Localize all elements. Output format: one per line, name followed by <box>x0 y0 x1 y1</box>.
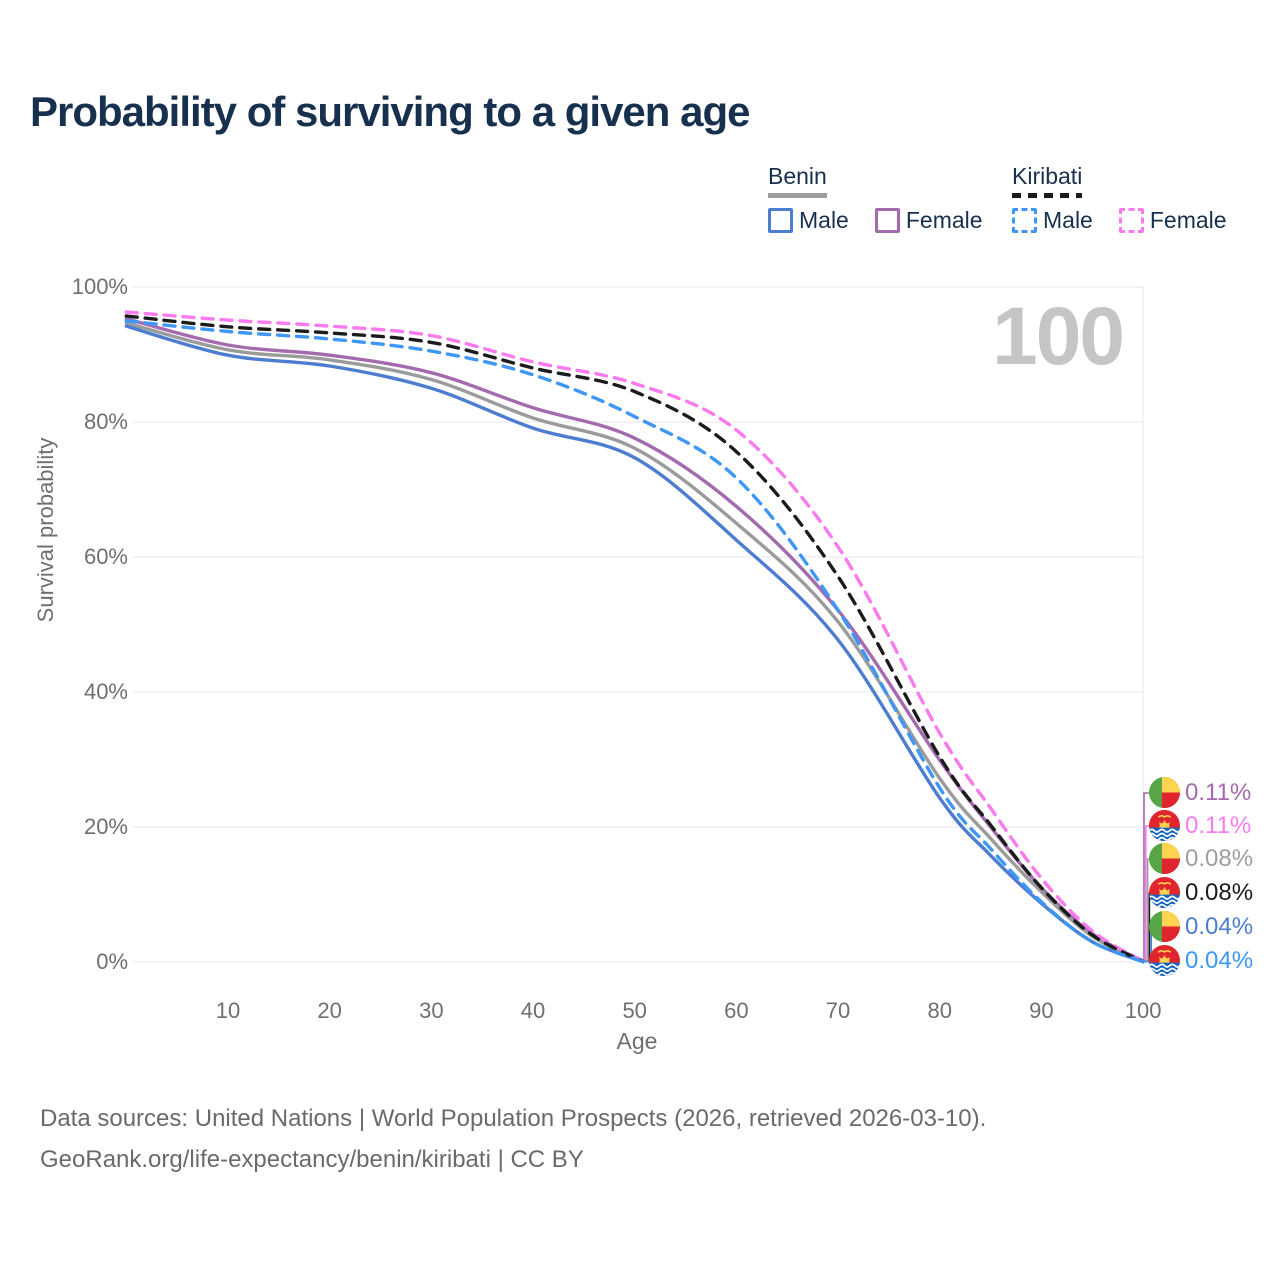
legend-item-kiribati-male[interactable]: Male <box>1012 207 1093 234</box>
series-line-kiribati-male[interactable] <box>124 319 1145 964</box>
benin-male-swatch-icon <box>768 208 793 233</box>
y-tick-label: 20% <box>83 814 128 839</box>
y-tick-label: 40% <box>83 679 128 704</box>
end-label-value: 0.04% <box>1185 912 1254 940</box>
attribution-line: GeoRank.org/life-expectancy/benin/kiriba… <box>40 1146 584 1173</box>
legend-country-label: Kiribati <box>1012 163 1083 189</box>
x-tick-label: 50 <box>622 998 647 1023</box>
benin-solid-line-swatch-icon <box>768 193 827 198</box>
legend-group-kiribati: Kiribati Male Female <box>1012 163 1227 234</box>
y-tick-label: 0% <box>96 949 128 974</box>
end-label-row: 0.04% <box>1149 945 1253 976</box>
kiribati-dashed-line-swatch-icon <box>1012 193 1083 198</box>
end-label-value: 0.11% <box>1185 778 1252 806</box>
x-axis-title: Age <box>616 1028 658 1054</box>
end-label-value: 0.08% <box>1185 844 1254 872</box>
kiribati-female-swatch-icon <box>1118 208 1144 233</box>
x-tick-label: 70 <box>825 998 851 1023</box>
x-tick-label: 100 <box>1124 998 1162 1023</box>
y-tick-label: 80% <box>83 409 128 434</box>
legend-item-label: Female <box>905 207 983 233</box>
legend-item-label: Female <box>1149 207 1227 233</box>
page-title: Probability of surviving to a given age <box>30 88 750 135</box>
end-label-row: 0.04% <box>1149 911 1253 942</box>
legend-item-kiribati-female[interactable]: Female <box>1118 207 1227 234</box>
legend-group-benin: Benin Male Female <box>768 163 983 234</box>
series-line-benin-female[interactable] <box>124 317 1145 963</box>
kiribati-flag-icon <box>1149 810 1180 841</box>
end-label-row: 0.11% <box>1149 810 1251 841</box>
kiribati-male-swatch-icon <box>1012 208 1037 233</box>
kiribati-flag-icon <box>1149 877 1180 908</box>
age-counter-watermark: 100 <box>992 291 1125 382</box>
legend-item-benin-male[interactable]: Male <box>768 207 849 234</box>
legend-item-label: Male <box>799 207 849 233</box>
data-sources-line: Data sources: United Nations | World Pop… <box>40 1105 987 1132</box>
end-label-row: 0.11% <box>1149 777 1251 808</box>
footer: Data sources: United Nations | World Pop… <box>40 1098 986 1180</box>
end-label-value: 0.11% <box>1185 811 1252 839</box>
x-tick-label: 30 <box>419 998 444 1023</box>
benin-flag-icon <box>1149 777 1180 808</box>
x-tick-label: 90 <box>1029 998 1054 1023</box>
legend-country-kiribati[interactable]: Kiribati <box>1012 163 1083 198</box>
legend-country-label: Benin <box>768 163 827 189</box>
series-line-benin-both-sexes[interactable] <box>124 321 1145 964</box>
legend-country-benin[interactable]: Benin <box>768 163 827 198</box>
benin-female-swatch-icon <box>874 208 900 233</box>
end-label-row: 0.08% <box>1149 843 1253 874</box>
x-tick-label: 40 <box>520 998 546 1023</box>
x-tick-label: 10 <box>215 998 241 1023</box>
benin-flag-icon <box>1149 843 1180 874</box>
x-tick-label: 20 <box>317 998 342 1023</box>
end-label-row: 0.08% <box>1149 877 1253 908</box>
x-tick-label: 80 <box>927 998 952 1023</box>
benin-flag-icon <box>1149 911 1180 942</box>
end-label-value: 0.08% <box>1185 878 1254 906</box>
series-line-benin-male[interactable] <box>124 324 1145 964</box>
y-axis-title: Survival probability <box>33 437 58 623</box>
kiribati-flag-icon <box>1149 945 1180 976</box>
end-label-value: 0.04% <box>1185 946 1254 974</box>
y-tick-label: 60% <box>83 544 128 569</box>
x-tick-label: 60 <box>724 998 749 1023</box>
legend-item-label: Male <box>1043 207 1093 233</box>
series-line-kiribati-both-sexes[interactable] <box>124 314 1145 964</box>
y-tick-label: 100% <box>71 274 128 299</box>
series-line-kiribati-female[interactable] <box>124 310 1145 963</box>
legend-item-benin-female[interactable]: Female <box>874 207 983 234</box>
